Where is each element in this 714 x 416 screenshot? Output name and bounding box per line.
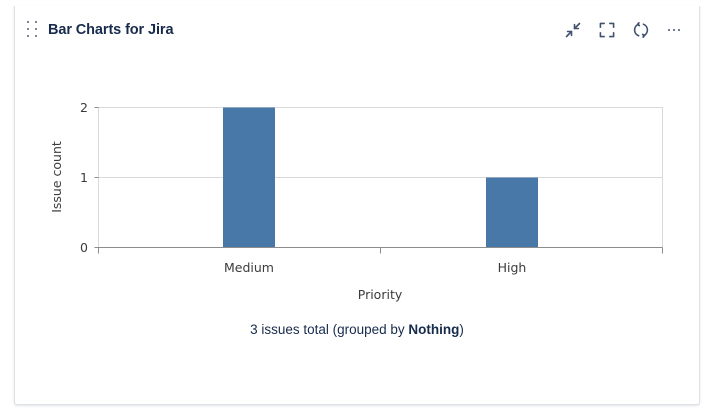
- gadget-header: Bar Charts for Jira: [15, 6, 699, 54]
- ytick-label-0: 0: [80, 240, 88, 255]
- gadget-header-actions: [563, 20, 683, 40]
- xtick-label-high: High: [498, 260, 527, 275]
- xtick-label-medium: Medium: [224, 260, 274, 275]
- bar-chart-gadget-card: Bar Charts for Jira: [14, 6, 700, 405]
- summary-group-by: Nothing: [408, 322, 460, 337]
- bar-chart-svg: 0 1 2 Medium High Priority Issue count: [49, 100, 663, 302]
- chart-summary-footer: 3 issues total (grouped by Nothing): [15, 322, 699, 337]
- y-axis-title: Issue count: [49, 141, 64, 213]
- bar-high[interactable]: [486, 177, 538, 248]
- gadget-title: Bar Charts for Jira: [48, 22, 174, 38]
- refresh-icon[interactable]: [631, 20, 651, 40]
- more-options-icon[interactable]: [665, 21, 683, 39]
- ytick-label-1: 1: [80, 170, 88, 185]
- summary-prefix: 3 issues total (grouped by: [250, 322, 409, 337]
- fullscreen-icon[interactable]: [597, 20, 617, 40]
- drag-handle-dots-icon[interactable]: [27, 21, 39, 39]
- x-axis-title: Priority: [358, 287, 403, 302]
- ytick-label-2: 2: [80, 100, 88, 115]
- summary-suffix: ): [459, 322, 464, 337]
- bar-chart[interactable]: 0 1 2 Medium High Priority Issue count: [15, 54, 699, 314]
- collapse-icon[interactable]: [563, 20, 583, 40]
- bar-medium[interactable]: [223, 107, 275, 248]
